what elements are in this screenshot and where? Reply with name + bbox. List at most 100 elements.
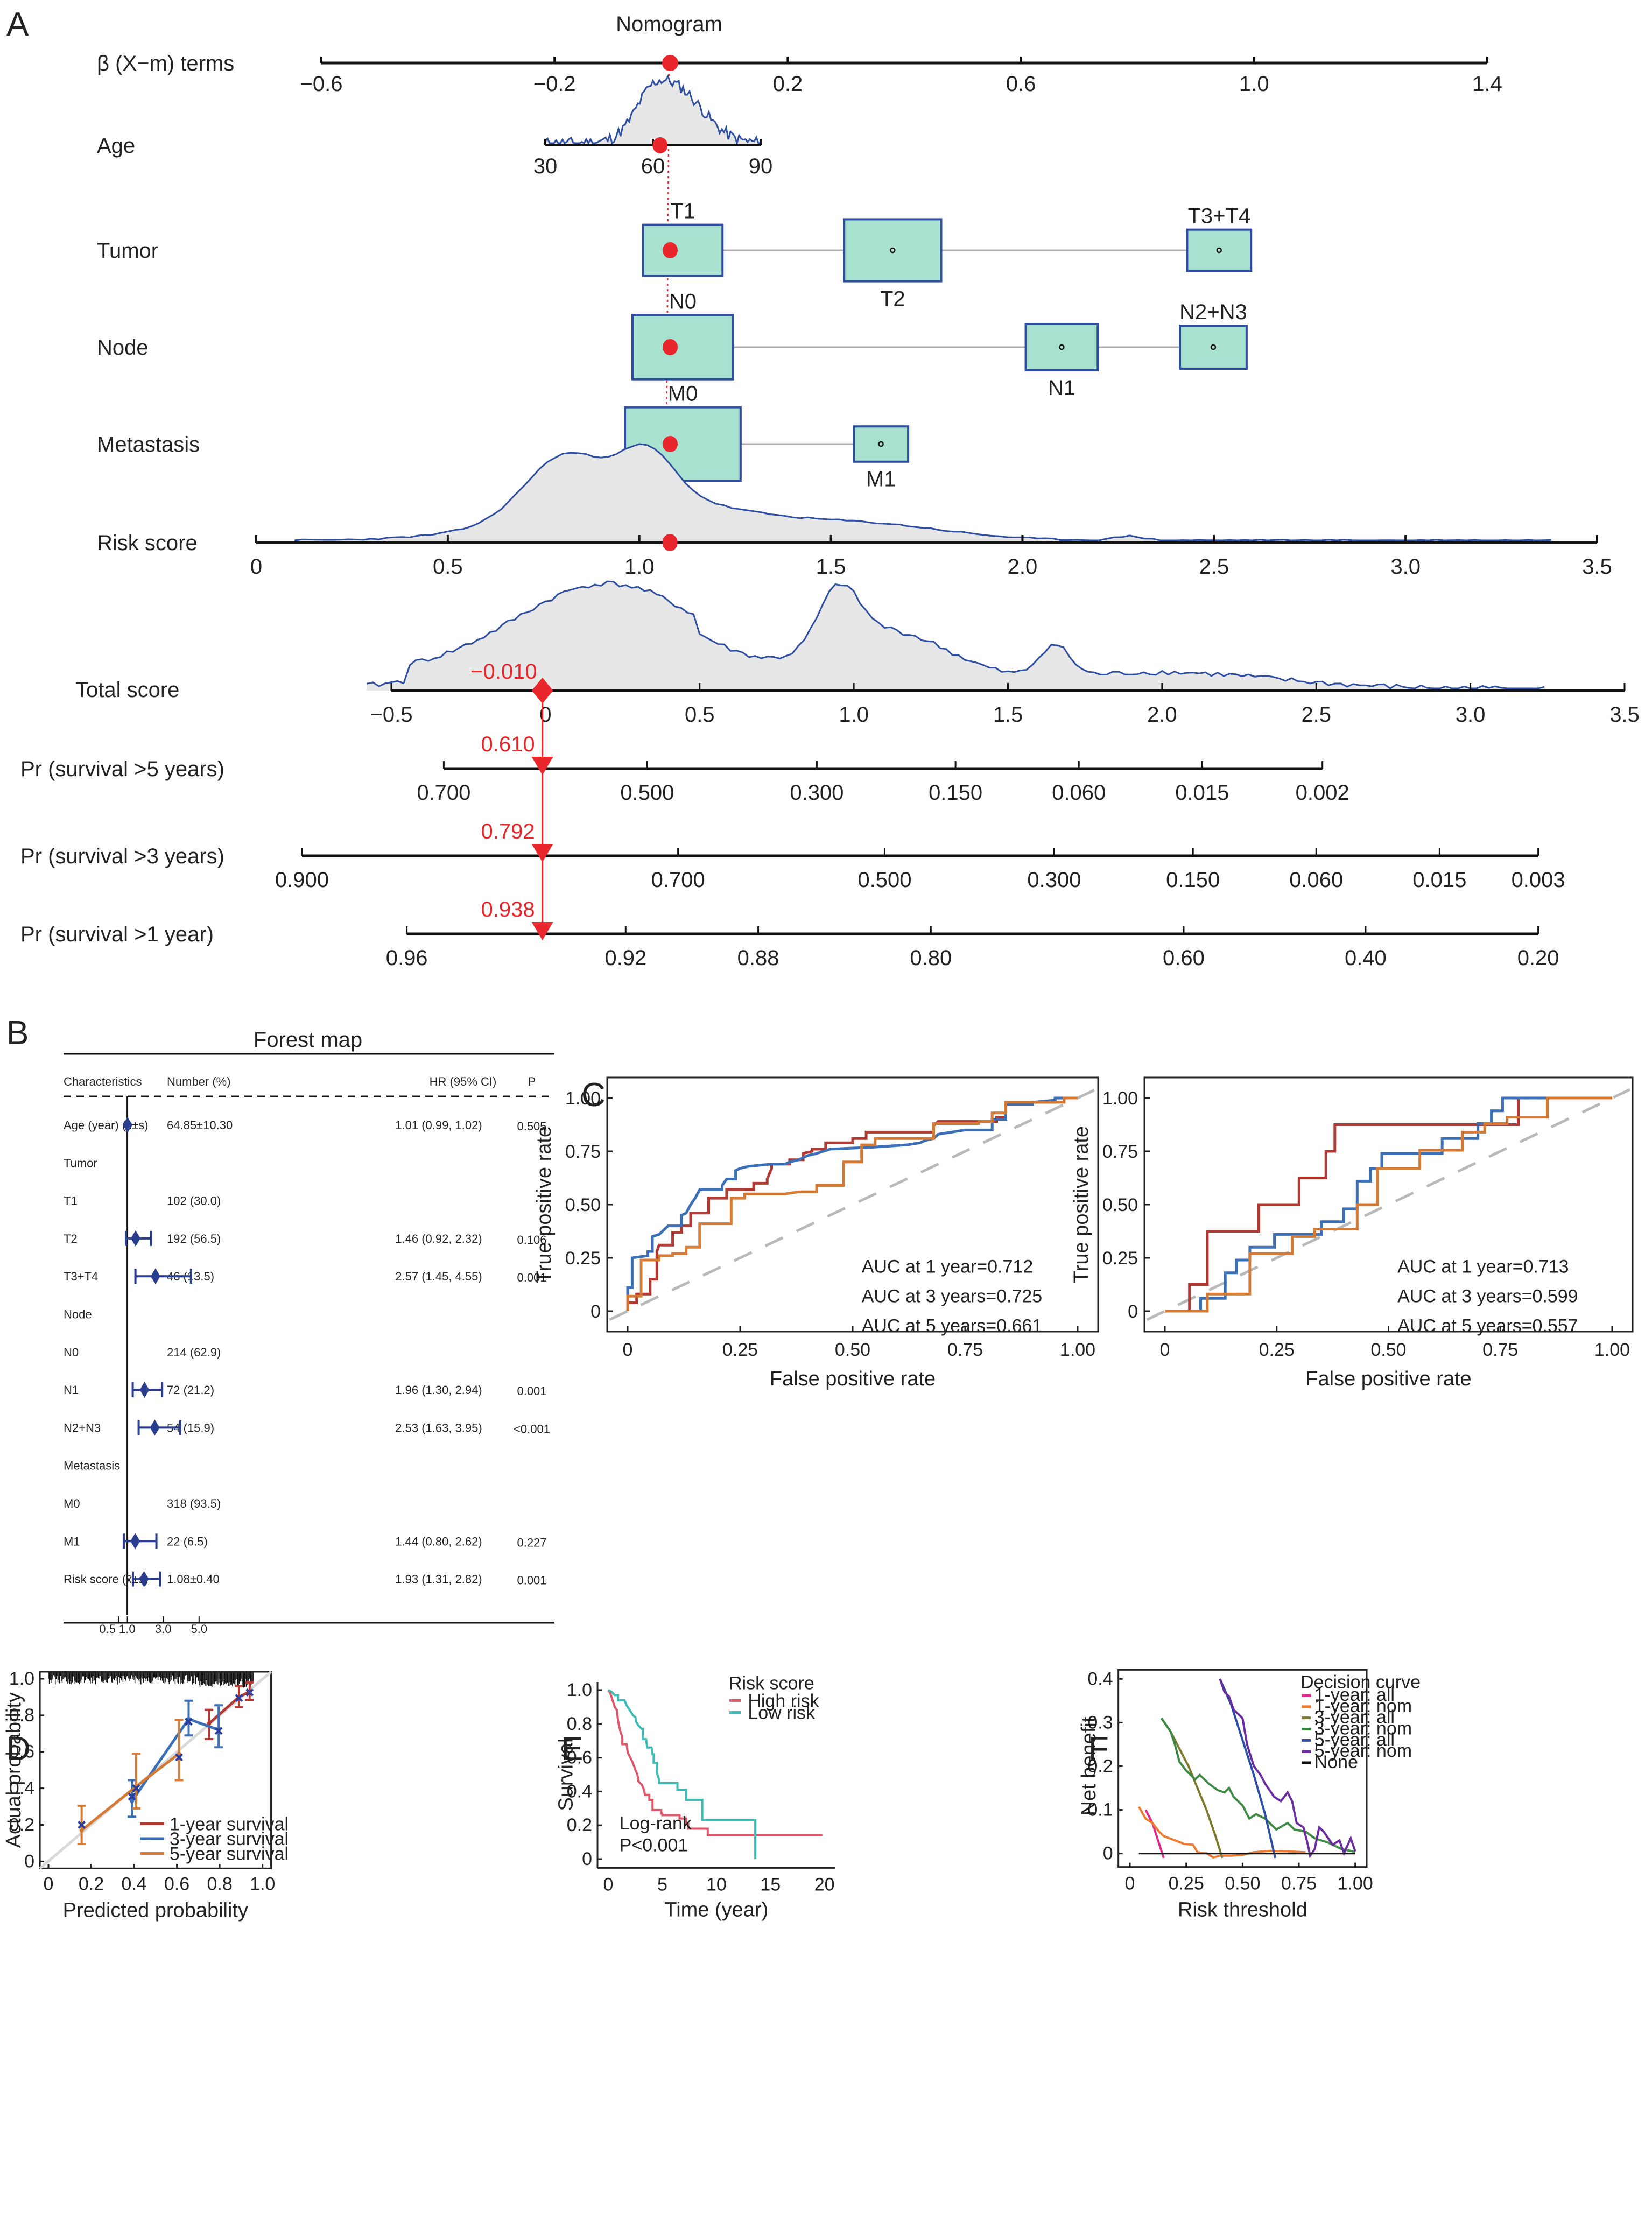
prob-tick-label: 0.003 bbox=[1512, 868, 1565, 892]
prob-tick-label: 0.150 bbox=[929, 781, 982, 805]
dca-curve-3 bbox=[1160, 1718, 1356, 1853]
roc-curve-1 bbox=[626, 1096, 1078, 1311]
age-tick-label: 90 bbox=[749, 154, 773, 178]
roc-legend-entry: AUC at 3 years=0.599 bbox=[1397, 1286, 1578, 1307]
prob-axis-label: Pr (survival >5 years) bbox=[20, 757, 224, 781]
x-tick-label: 0.25 bbox=[1169, 1874, 1204, 1894]
forest-row-number: 72 (21.2) bbox=[167, 1383, 214, 1397]
pvalue-label: P<0.001 bbox=[620, 1835, 688, 1855]
forest-row-p: 0.001 bbox=[517, 1271, 546, 1284]
forest-row-name: T1 bbox=[64, 1194, 78, 1208]
logrank-label: Log-rank bbox=[620, 1813, 692, 1834]
roc-legend-entry: AUC at 1 year=0.712 bbox=[862, 1257, 1033, 1277]
observed-point-x bbox=[132, 1784, 140, 1793]
forest-row-name: Metastasis bbox=[64, 1459, 120, 1473]
row-label-tumor: Tumor bbox=[97, 239, 158, 263]
x-tick-label: 0.50 bbox=[835, 1340, 870, 1360]
dca-curve-5 bbox=[1219, 1678, 1356, 1859]
prob-tick-label: 0.40 bbox=[1345, 946, 1387, 970]
prob-tick-label: 0.88 bbox=[737, 946, 779, 970]
row-label-total-score: Total score bbox=[75, 678, 179, 702]
y-tick-label: 0.75 bbox=[565, 1142, 601, 1162]
forest-row-name: T3+T4 bbox=[64, 1270, 98, 1283]
roc-curve-2 bbox=[626, 1096, 1078, 1311]
risk-tick-label: 2.5 bbox=[1199, 555, 1229, 579]
row-label-age: Age bbox=[97, 134, 135, 158]
y-tick-label: 1.00 bbox=[1102, 1088, 1138, 1109]
roc-curve-2 bbox=[1165, 1096, 1612, 1313]
age-density-curve bbox=[544, 74, 761, 146]
prob-tick-label: 0.015 bbox=[1412, 868, 1466, 892]
tumor-level-label: T1 bbox=[670, 200, 695, 223]
roc-legend-entry: AUC at 3 years=0.725 bbox=[862, 1286, 1042, 1307]
tumor-level-box bbox=[1186, 228, 1253, 272]
node-level-label: N0 bbox=[669, 290, 697, 313]
forest-row-hr: 2.53 (1.63, 3.95) bbox=[395, 1421, 482, 1434]
metastasis-level-point bbox=[878, 441, 884, 447]
forest-row-name: N1 bbox=[64, 1383, 79, 1397]
risk-density-curve bbox=[294, 443, 1551, 541]
y-tick-label: 0 bbox=[590, 1301, 601, 1322]
beta-tick-label: 0.6 bbox=[1006, 72, 1036, 96]
prob-arrow bbox=[531, 757, 553, 775]
legend-label: Low risk bbox=[748, 1703, 816, 1723]
observed-point-x bbox=[185, 1718, 193, 1726]
forest-row-number: 102 (30.0) bbox=[167, 1194, 221, 1208]
y-tick-label: 0.8 bbox=[567, 1714, 592, 1734]
diagonal-reference bbox=[609, 1088, 1096, 1321]
y-tick-label: 0.50 bbox=[565, 1195, 601, 1215]
forest-row-name: N2+N3 bbox=[64, 1421, 101, 1434]
node-level-box bbox=[1179, 325, 1248, 370]
y-tick-label: 0.4 bbox=[567, 1781, 592, 1801]
selected-marker bbox=[662, 55, 678, 71]
forest-row-p: <0.001 bbox=[514, 1422, 550, 1435]
total-tick-label: −0.5 bbox=[370, 703, 413, 727]
beta-tick-label: −0.6 bbox=[300, 72, 343, 96]
total-tick-label: 0.5 bbox=[685, 703, 715, 727]
prob-tick-label: 0.015 bbox=[1175, 781, 1229, 805]
x-tick-label: 5 bbox=[657, 1874, 667, 1895]
panel-label-c: C bbox=[581, 1076, 606, 1114]
forest-row-name: M0 bbox=[64, 1497, 80, 1510]
node-level-box bbox=[1024, 322, 1099, 372]
prob-tick-label: 0.500 bbox=[857, 868, 911, 892]
prob-arrow bbox=[531, 844, 553, 862]
row-label-metastasis: Metastasis bbox=[97, 433, 200, 456]
selected-marker bbox=[652, 137, 668, 153]
metastasis-level-label: M0 bbox=[668, 382, 698, 406]
legend-label: 1-year: nom bbox=[1314, 1696, 1412, 1716]
forest-row-p: 0.001 bbox=[517, 1384, 546, 1398]
x-tick-label: 0.50 bbox=[1370, 1340, 1406, 1360]
forest-row-number: 64.85±10.30 bbox=[167, 1118, 233, 1132]
forest-row-hr: 1.01 (0.99, 1.02) bbox=[395, 1118, 482, 1132]
roc-curve-0 bbox=[1165, 1096, 1612, 1313]
total-density-fill bbox=[367, 581, 1548, 691]
km-curve-1 bbox=[608, 1689, 757, 1859]
y-tick-label: 0.1 bbox=[1087, 1800, 1113, 1820]
x-axis-title: Predicted probability bbox=[63, 1899, 248, 1922]
x-axis-title: False positive rate bbox=[1305, 1368, 1471, 1390]
legend-label: None bbox=[1314, 1752, 1358, 1772]
forest-row-hr: 1.46 (0.92, 2.32) bbox=[395, 1232, 482, 1245]
x-tick-label: 0.25 bbox=[722, 1340, 758, 1360]
node-level-box bbox=[631, 314, 734, 381]
x-tick-label: 0 bbox=[603, 1874, 614, 1895]
forest-hr-marker bbox=[150, 1268, 160, 1285]
calibration-frame bbox=[39, 1671, 272, 1869]
y-tick-label: 0.6 bbox=[567, 1748, 592, 1768]
observed-point-x bbox=[235, 1694, 243, 1702]
total-tick-label: 1.0 bbox=[839, 703, 869, 727]
prob-value: 0.792 bbox=[481, 820, 535, 843]
tumor-level-point bbox=[890, 247, 896, 254]
legend-label: 5-year: nom bbox=[1314, 1741, 1412, 1761]
forest-row-name: T2 bbox=[64, 1232, 78, 1245]
legend-label: 5-year survival bbox=[170, 1844, 289, 1864]
roc-legend-entry: AUC at 5 years=0.557 bbox=[1397, 1316, 1578, 1336]
prob-tick-label: 0.002 bbox=[1296, 781, 1349, 805]
forest-row-number: 192 (56.5) bbox=[167, 1232, 221, 1245]
tumor-level-box bbox=[642, 223, 724, 277]
forest-hr-marker bbox=[150, 1419, 160, 1436]
y-axis-title: True positive rate bbox=[533, 1126, 556, 1283]
tumor-level-point bbox=[1216, 247, 1222, 254]
x-tick-label: 1.00 bbox=[1594, 1340, 1630, 1360]
